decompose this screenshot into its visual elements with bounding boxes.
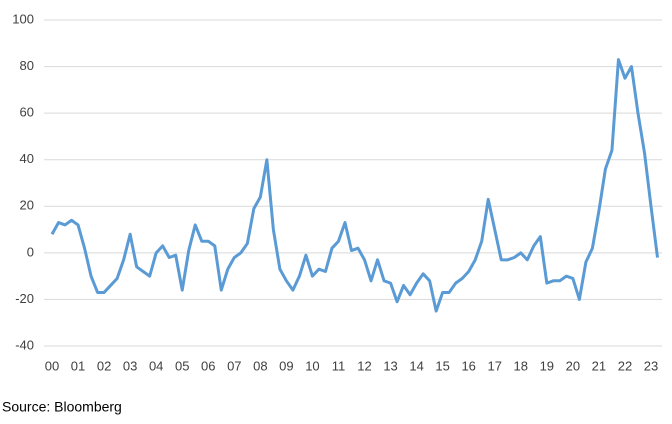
y-tick-label: 20	[20, 198, 34, 213]
x-tick-label: 12	[357, 358, 371, 373]
y-tick-label: 60	[20, 105, 34, 120]
x-tick-label: 05	[175, 358, 189, 373]
x-tick-label: 17	[488, 358, 502, 373]
y-tick-label: 40	[20, 151, 34, 166]
y-tick-label: 0	[27, 244, 34, 259]
x-tick-label: 16	[461, 358, 475, 373]
x-tick-label: 08	[253, 358, 267, 373]
data-line	[50, 58, 659, 313]
x-tick-label: 18	[514, 358, 528, 373]
y-tick-label: 80	[20, 58, 34, 73]
x-tick-label: 09	[279, 358, 293, 373]
x-tick-label: 23	[644, 358, 658, 373]
x-tick-label: 13	[383, 358, 397, 373]
source-note: Source: Bloomberg	[2, 399, 122, 415]
x-tick-label: 04	[149, 358, 163, 373]
x-tick-label: 20	[566, 358, 580, 373]
x-tick-label: 03	[123, 358, 137, 373]
x-tick-label: 10	[305, 358, 319, 373]
x-tick-label: 19	[540, 358, 554, 373]
x-tick-label: 06	[201, 358, 215, 373]
x-tick-label: 11	[332, 358, 346, 373]
y-tick-label: 100	[12, 11, 34, 26]
y-tick-label: -20	[15, 291, 34, 306]
x-tick-label: 00	[45, 358, 59, 373]
x-tick-label: 02	[97, 358, 111, 373]
x-tick-label: 07	[227, 358, 241, 373]
x-tick-label: 22	[618, 358, 632, 373]
y-tick-label: -40	[15, 337, 34, 352]
x-tick-label: 15	[435, 358, 449, 373]
x-tick-label: 21	[592, 358, 606, 373]
x-tick-label: 01	[71, 358, 85, 373]
x-tick-label: 14	[409, 358, 423, 373]
